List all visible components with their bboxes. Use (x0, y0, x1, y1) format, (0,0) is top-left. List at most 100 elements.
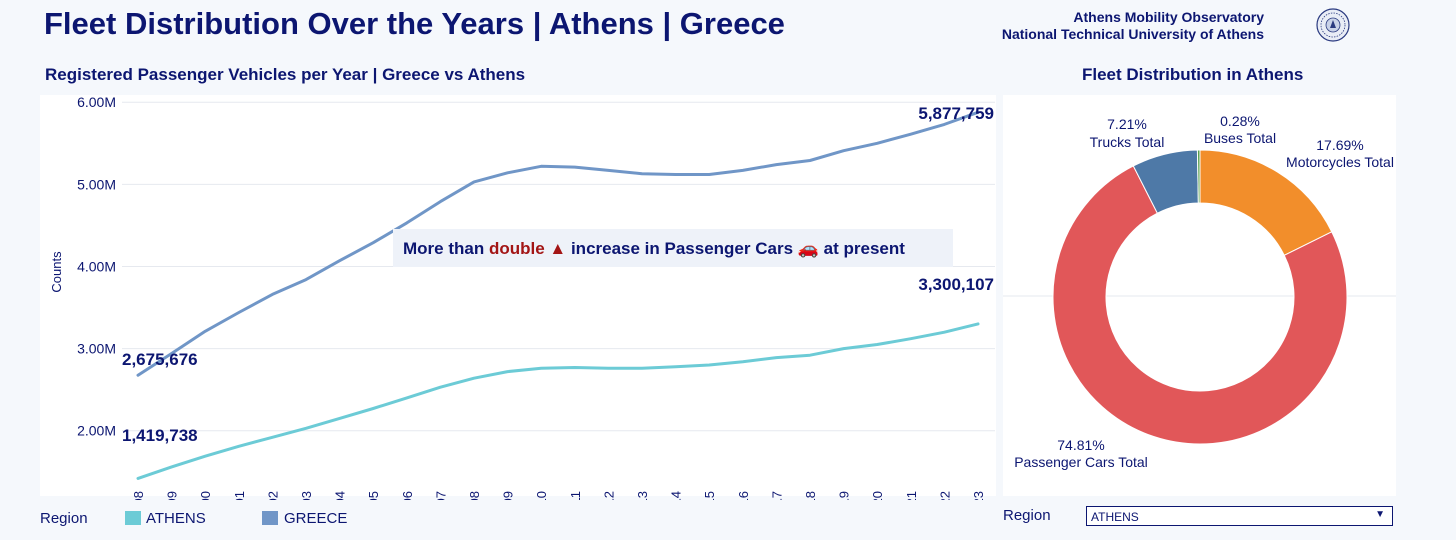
data-point-athens[interactable] (805, 350, 815, 360)
data-point-athens[interactable] (671, 362, 681, 372)
x-tick-label: 2002 (265, 491, 280, 500)
svg-text:Passenger Cars Total: Passenger Cars Total (1014, 454, 1148, 470)
data-point-athens[interactable] (906, 334, 916, 344)
data-point-athens[interactable] (469, 373, 479, 383)
data-point-athens[interactable] (637, 363, 647, 373)
x-tick-label: 2018 (803, 491, 818, 500)
data-point-greece[interactable] (738, 165, 748, 175)
data-point-athens[interactable] (771, 353, 781, 363)
data-point-athens[interactable] (503, 367, 513, 377)
data-point-greece[interactable] (200, 326, 210, 336)
data-point-athens[interactable] (939, 327, 949, 337)
y-tick-label: 3.00M (77, 341, 116, 357)
data-point-athens[interactable] (536, 363, 546, 373)
data-point-athens[interactable] (200, 451, 210, 461)
data-point-athens[interactable] (973, 319, 983, 329)
car-icon: 🚗 (798, 239, 819, 258)
y-tick-label: 4.00M (77, 258, 116, 274)
chevron-down-icon[interactable]: ▼ (1375, 509, 1385, 520)
annotation-text: More than double ▲ increase in Passenger… (403, 239, 905, 258)
x-tick-label: 2000 (198, 491, 213, 500)
data-point-athens[interactable] (738, 357, 748, 367)
region-filter-select[interactable]: ATHENS ▼ (1086, 506, 1393, 526)
data-point-greece[interactable] (771, 160, 781, 170)
data-point-greece[interactable] (704, 169, 714, 179)
y-tick-label: 6.00M (77, 94, 116, 110)
data-point-athens[interactable] (402, 393, 412, 403)
x-tick-label: 2012 (601, 491, 616, 500)
x-tick-label: 2016 (736, 491, 751, 500)
data-point-athens[interactable] (167, 462, 177, 472)
athens-end-label: 3,300,107 (918, 275, 994, 294)
x-tick-label: 2015 (702, 491, 717, 500)
annotation-suffix: at present (819, 239, 905, 258)
data-point-greece[interactable] (267, 289, 277, 299)
data-point-greece[interactable] (570, 162, 580, 172)
annotation-highlight: double (489, 239, 545, 258)
legend-swatch-athens[interactable] (125, 511, 141, 525)
series-line-greece[interactable] (136, 110, 980, 377)
data-point-greece[interactable] (503, 168, 513, 178)
data-point-greece[interactable] (368, 238, 378, 248)
data-point-athens[interactable] (570, 362, 580, 372)
data-point-athens[interactable] (704, 360, 714, 370)
x-tick-label: 1999 (165, 491, 180, 500)
data-point-athens[interactable] (335, 413, 345, 423)
data-point-athens[interactable] (839, 344, 849, 354)
data-point-athens[interactable] (368, 404, 378, 414)
data-point-greece[interactable] (469, 177, 479, 187)
series-line-athens[interactable] (136, 322, 980, 480)
legend-item-athens[interactable]: ATHENS (146, 510, 206, 527)
x-tick-label: 2017 (769, 491, 784, 500)
donut-chart-subtitle: Fleet Distribution in Athens (1082, 65, 1304, 84)
greece-end-label: 5,877,759 (918, 104, 994, 123)
data-point-athens[interactable] (435, 382, 445, 392)
organization-name: Athens Mobility Observatory National Tec… (1002, 9, 1264, 43)
slice-label-cars: 74.81% Passenger Cars Total (1014, 437, 1148, 470)
data-point-greece[interactable] (906, 129, 916, 139)
data-point-greece[interactable] (435, 197, 445, 207)
annotation-middle: increase in Passenger Cars (566, 239, 798, 258)
legend-swatch-greece[interactable] (262, 511, 278, 525)
data-point-greece[interactable] (671, 169, 681, 179)
slice-label-buses: 0.28% Buses Total (1204, 113, 1276, 146)
data-point-athens[interactable] (301, 423, 311, 433)
data-point-greece[interactable] (133, 370, 143, 380)
svg-text:74.81%: 74.81% (1057, 437, 1104, 453)
x-tick-label: 2019 (837, 491, 852, 500)
data-point-athens[interactable] (872, 339, 882, 349)
data-point-greece[interactable] (872, 138, 882, 148)
data-point-greece[interactable] (335, 256, 345, 266)
x-tick-label: 2009 (501, 491, 516, 500)
data-point-greece[interactable] (301, 275, 311, 285)
data-point-greece[interactable] (402, 218, 412, 228)
data-point-greece[interactable] (536, 161, 546, 171)
legend-title: Region (40, 510, 88, 527)
data-point-greece[interactable] (839, 146, 849, 156)
data-point-athens[interactable] (267, 432, 277, 442)
line-chart-panel (40, 95, 996, 496)
svg-text:Trucks Total: Trucks Total (1090, 134, 1165, 150)
data-point-athens[interactable] (133, 473, 143, 483)
data-point-greece[interactable] (637, 169, 647, 179)
x-tick-label: 2013 (635, 491, 650, 500)
svg-text:Motorcycles Total: Motorcycles Total (1286, 154, 1394, 170)
annotation-box (393, 229, 953, 267)
data-point-greece[interactable] (603, 165, 613, 175)
data-point-greece[interactable] (234, 307, 244, 317)
donut-slice-cars[interactable] (1052, 165, 1348, 445)
donut-slice-buses[interactable] (1196, 149, 1201, 204)
up-arrow-icon: ▲ (549, 239, 566, 258)
x-tick-label: 2007 (433, 491, 448, 500)
data-point-athens[interactable] (234, 441, 244, 451)
x-tick-label: 2022 (937, 491, 952, 500)
data-point-greece[interactable] (805, 156, 815, 166)
legend-item-greece[interactable]: GREECE (284, 510, 348, 527)
x-tick-label: 2021 (904, 491, 919, 500)
athens-start-label: 1,419,738 (122, 426, 198, 445)
donut-chart: 74.81% Passenger Cars Total 7.21% Trucks… (1003, 113, 1396, 470)
svg-text:Buses Total: Buses Total (1204, 130, 1276, 146)
y-tick-label: 5.00M (77, 176, 116, 192)
annotation-prefix: More than (403, 239, 489, 258)
data-point-athens[interactable] (603, 363, 613, 373)
